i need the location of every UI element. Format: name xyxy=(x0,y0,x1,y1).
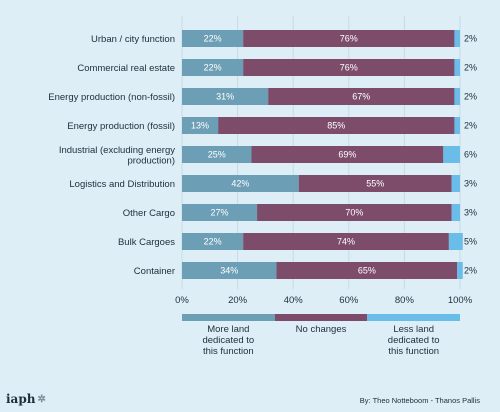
author-credit: By: Theo Notteboom - Thanos Pallis xyxy=(359,396,480,405)
bar-more-land-dedicated-to-this-function xyxy=(182,204,258,221)
x-tick-labels: 0% 20% 40% 60% 80% 100% xyxy=(175,295,473,306)
category-label: Energy production (fossil) xyxy=(67,121,175,132)
bar-no-changes xyxy=(276,262,458,279)
data-label: 27% xyxy=(211,208,229,218)
legend-swatch-less-land xyxy=(367,314,461,321)
data-label: 25% xyxy=(208,150,226,160)
data-label: 34% xyxy=(220,266,238,276)
data-label: 76% xyxy=(340,34,358,44)
bar-more-land-dedicated-to-this-function xyxy=(182,88,269,105)
iaph-logo: iaph ✲ xyxy=(6,392,46,406)
bar-more-land-dedicated-to-this-function xyxy=(182,262,277,279)
data-label: 85% xyxy=(327,121,345,131)
data-label: 6% xyxy=(464,150,477,160)
gear-icon: ✲ xyxy=(37,393,46,405)
data-label: 3% xyxy=(464,179,477,189)
legend-swatch-no-changes xyxy=(274,314,368,321)
x-tick-label: 0% xyxy=(175,295,189,306)
data-label: 2% xyxy=(464,121,477,131)
legend-swatch-more-land xyxy=(182,314,275,321)
legend: More land dedicated to this function No … xyxy=(182,314,461,360)
data-label: 69% xyxy=(338,150,356,160)
bar-less-land-dedicated-to-this-function xyxy=(454,117,460,134)
data-label: 2% xyxy=(464,266,477,276)
legend-item-less-land: Less land dedicated to this function xyxy=(367,314,461,360)
category-label: Container xyxy=(134,266,175,277)
data-label: 22% xyxy=(204,34,222,44)
data-label: 67% xyxy=(352,92,370,102)
x-tick-label: 80% xyxy=(395,295,415,306)
bar-no-changes xyxy=(218,117,455,134)
data-label: 22% xyxy=(204,237,222,247)
category-label: Urban / city function xyxy=(91,34,175,45)
data-label: 5% xyxy=(464,237,477,247)
bar-more-land-dedicated-to-this-function xyxy=(182,30,244,47)
x-tick-label: 60% xyxy=(339,295,359,306)
legend-label-less-land: Less land dedicated to this function xyxy=(387,324,440,357)
bar-more-land-dedicated-to-this-function xyxy=(182,146,252,163)
data-label: 76% xyxy=(340,63,358,73)
category-label: Logistics and Distribution xyxy=(69,179,175,190)
bar-no-changes xyxy=(243,59,455,76)
bar-less-land-dedicated-to-this-function xyxy=(451,175,460,192)
bar-less-land-dedicated-to-this-function xyxy=(451,204,460,221)
data-label: 70% xyxy=(345,208,363,218)
bar-no-changes xyxy=(243,30,455,47)
bar-no-changes xyxy=(257,204,452,221)
bar-less-land-dedicated-to-this-function xyxy=(443,146,460,163)
legend-label-no-changes: No changes xyxy=(295,324,347,335)
bar-more-land-dedicated-to-this-function xyxy=(182,233,244,250)
data-label: 2% xyxy=(464,34,477,44)
bar-less-land-dedicated-to-this-function xyxy=(457,262,463,279)
data-label: 31% xyxy=(216,92,234,102)
logo-text: iaph xyxy=(6,392,36,406)
legend-item-more-land: More land dedicated to this function xyxy=(182,314,275,360)
bar-no-changes xyxy=(268,88,455,105)
category-labels: Urban / city function Commercial real est… xyxy=(48,34,175,277)
data-label: 13% xyxy=(191,121,209,131)
bar-more-land-dedicated-to-this-function xyxy=(182,117,219,134)
bar-no-changes xyxy=(298,175,452,192)
bar-no-changes xyxy=(243,233,449,250)
data-label: 2% xyxy=(464,92,477,102)
x-tick-label: 100% xyxy=(448,295,473,306)
data-label: 65% xyxy=(358,266,376,276)
data-label: 2% xyxy=(464,63,477,73)
bar-more-land-dedicated-to-this-function xyxy=(182,175,299,192)
legend-item-no-changes: No changes xyxy=(274,314,368,360)
category-label: Industrial (excluding energy xyxy=(59,145,175,156)
data-label: 74% xyxy=(337,237,355,247)
data-label: 22% xyxy=(204,63,222,73)
category-label: production) xyxy=(127,155,175,166)
x-tick-label: 20% xyxy=(228,295,248,306)
data-label: 3% xyxy=(464,208,477,218)
bar-more-land-dedicated-to-this-function xyxy=(182,59,244,76)
bars: 22% 76% 2% 22% 76% 2% 31% 67% 2% 13% 85% 2% 25% 69% 6%… xyxy=(182,30,477,279)
bar-less-land-dedicated-to-this-function xyxy=(454,30,460,47)
bar-less-land-dedicated-to-this-function xyxy=(454,88,460,105)
data-label: 42% xyxy=(231,179,249,189)
bar-less-land-dedicated-to-this-function xyxy=(448,233,463,250)
bar-no-changes xyxy=(251,146,444,163)
stacked-bar-chart: 22% 76% 2% 22% 76% 2% 31% 67% 2% 13% 85% 2% 25% 69% 6%… xyxy=(48,16,477,306)
category-label: Bulk Cargoes xyxy=(118,237,175,248)
category-label: Commercial real estate xyxy=(77,63,175,74)
legend-label-more-land: More land dedicated to this function xyxy=(202,324,255,357)
x-tick-label: 40% xyxy=(284,295,304,306)
category-label: Energy production (non-fossil) xyxy=(48,92,175,103)
data-label: 55% xyxy=(366,179,384,189)
category-label: Other Cargo xyxy=(123,208,175,219)
bar-less-land-dedicated-to-this-function xyxy=(454,59,460,76)
